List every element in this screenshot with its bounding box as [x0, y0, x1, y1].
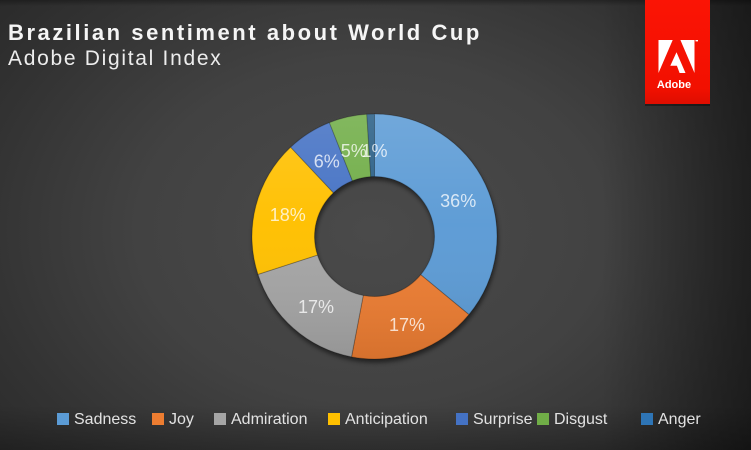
svg-text:1%: 1%	[361, 141, 387, 161]
svg-text:17%: 17%	[389, 315, 425, 335]
svg-text:6%: 6%	[314, 152, 340, 172]
svg-text:18%: 18%	[270, 205, 306, 225]
svg-text:36%: 36%	[440, 191, 476, 211]
svg-text:5%: 5%	[341, 141, 367, 161]
svg-text:Adobe: Adobe	[657, 79, 691, 91]
svg-text:17%: 17%	[298, 297, 334, 317]
